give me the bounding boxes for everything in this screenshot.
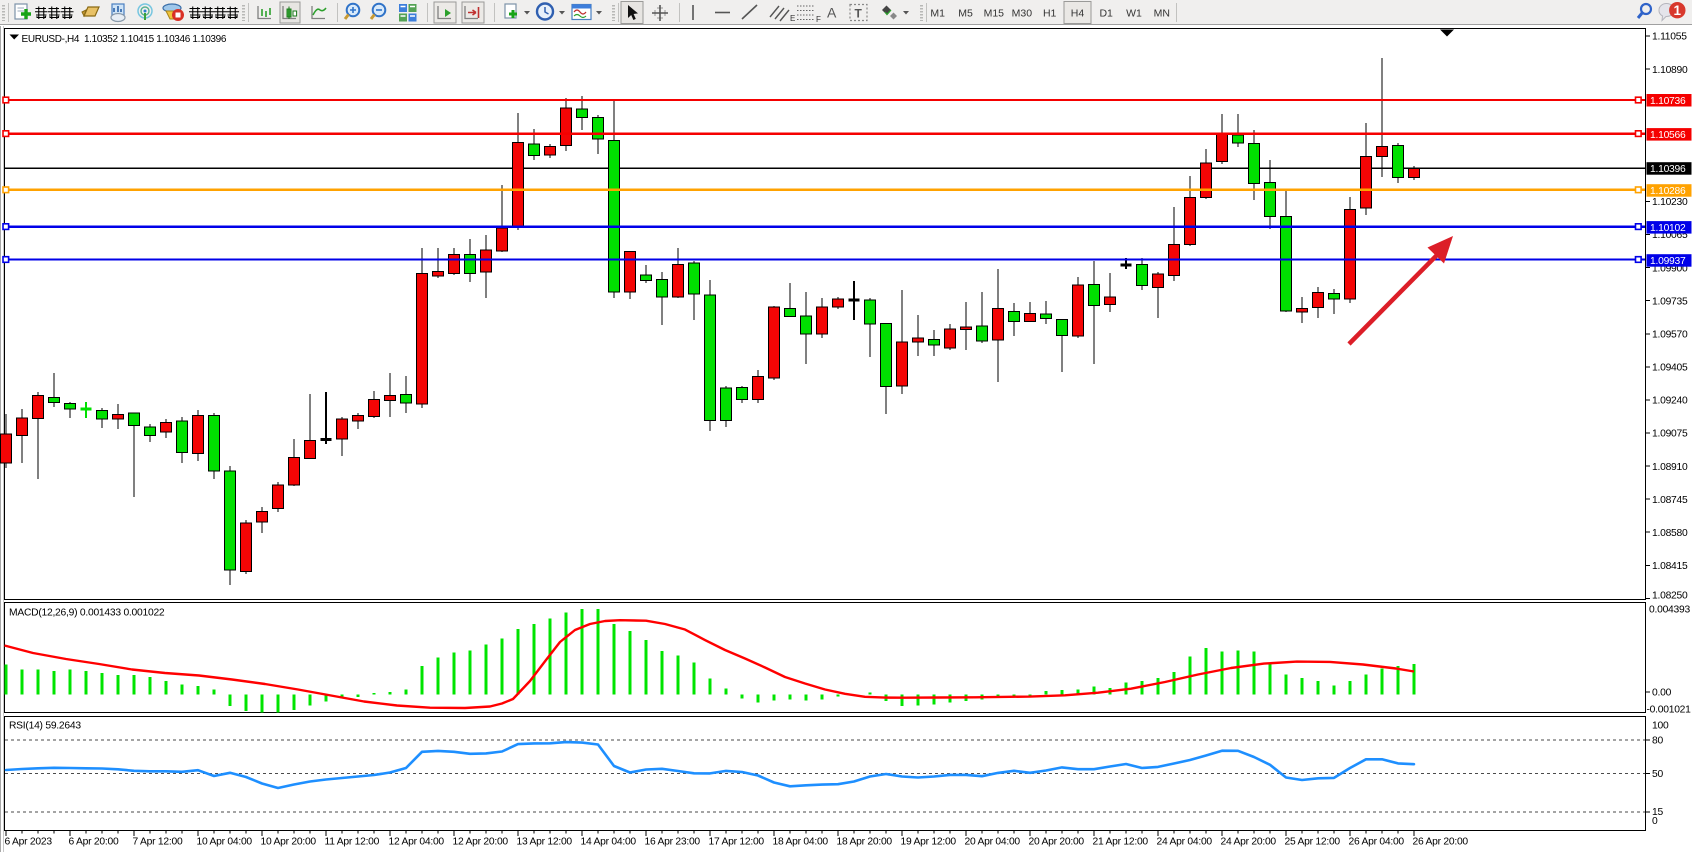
- svg-text:1.09900: 1.09900: [1652, 263, 1688, 274]
- svg-text:-0.001021: -0.001021: [1647, 705, 1692, 716]
- svg-text:1.09240: 1.09240: [1652, 396, 1688, 407]
- svg-text:H1: H1: [1043, 8, 1057, 20]
- svg-text:17 Apr 12:00: 17 Apr 12:00: [709, 837, 765, 848]
- svg-text:1.10566: 1.10566: [1650, 130, 1686, 141]
- svg-text:1.08910: 1.08910: [1652, 462, 1688, 473]
- svg-text:14 Apr 04:00: 14 Apr 04:00: [581, 837, 637, 848]
- svg-text:1.10286: 1.10286: [1650, 186, 1686, 197]
- svg-text:13 Apr 12:00: 13 Apr 12:00: [517, 837, 573, 848]
- svg-text:10 Apr 04:00: 10 Apr 04:00: [197, 837, 253, 848]
- svg-text:M1: M1: [930, 8, 945, 20]
- svg-text:W1: W1: [1126, 8, 1142, 20]
- svg-text:12 Apr 04:00: 12 Apr 04:00: [389, 837, 445, 848]
- svg-text:MN: MN: [1154, 8, 1170, 20]
- svg-text:1.08745: 1.08745: [1652, 495, 1688, 506]
- svg-text:H4: H4: [1071, 8, 1085, 20]
- svg-text:20 Apr 20:00: 20 Apr 20:00: [1029, 837, 1085, 848]
- svg-text:M30: M30: [1012, 8, 1033, 20]
- svg-text:0.00: 0.00: [1652, 688, 1672, 699]
- svg-text:1.08580: 1.08580: [1652, 528, 1688, 539]
- svg-text:18 Apr 04:00: 18 Apr 04:00: [773, 837, 829, 848]
- svg-text:1.10396: 1.10396: [1650, 164, 1686, 175]
- svg-text:6 Apr 20:00: 6 Apr 20:00: [69, 837, 119, 848]
- svg-text:RSI(14) 59.2643: RSI(14) 59.2643: [9, 721, 81, 732]
- svg-text:7 Apr 12:00: 7 Apr 12:00: [133, 837, 183, 848]
- svg-text:11 Apr 12:00: 11 Apr 12:00: [325, 837, 380, 848]
- svg-text:0: 0: [1652, 816, 1658, 827]
- svg-text:EURUSD-,H4 1.10352 1.10415 1.: EURUSD-,H4 1.10352 1.10415 1.10346 1.103…: [22, 34, 227, 45]
- svg-text:E: E: [790, 14, 795, 23]
- svg-text:M15: M15: [984, 8, 1005, 20]
- svg-text:T: T: [855, 7, 863, 21]
- svg-text:10 Apr 20:00: 10 Apr 20:00: [261, 837, 317, 848]
- svg-text:24 Apr 04:00: 24 Apr 04:00: [1157, 837, 1213, 848]
- svg-text:1.09570: 1.09570: [1652, 330, 1688, 341]
- svg-text:1.08415: 1.08415: [1652, 561, 1688, 572]
- svg-text:18 Apr 20:00: 18 Apr 20:00: [837, 837, 893, 848]
- svg-text:21 Apr 12:00: 21 Apr 12:00: [1093, 837, 1149, 848]
- svg-text:1.09735: 1.09735: [1652, 296, 1688, 307]
- svg-text:20 Apr 04:00: 20 Apr 04:00: [965, 837, 1021, 848]
- svg-text:25 Apr 12:00: 25 Apr 12:00: [1285, 837, 1341, 848]
- svg-text:1.11055: 1.11055: [1652, 32, 1687, 43]
- svg-text:26 Apr 04:00: 26 Apr 04:00: [1349, 837, 1405, 848]
- svg-text:100: 100: [1652, 721, 1669, 732]
- svg-text:80: 80: [1652, 736, 1663, 747]
- svg-text:A: A: [827, 5, 837, 21]
- svg-text:26 Apr 20:00: 26 Apr 20:00: [1413, 837, 1469, 848]
- svg-text:1.10102: 1.10102: [1650, 223, 1686, 234]
- svg-text:12 Apr 20:00: 12 Apr 20:00: [453, 837, 509, 848]
- svg-text:1.10230: 1.10230: [1652, 197, 1688, 208]
- svg-text:1.10890: 1.10890: [1652, 65, 1688, 76]
- svg-text:1.09405: 1.09405: [1652, 363, 1688, 374]
- svg-text:M5: M5: [958, 8, 973, 20]
- svg-text:F: F: [816, 15, 821, 24]
- svg-text:6 Apr 2023: 6 Apr 2023: [5, 837, 53, 848]
- svg-text:1.09937: 1.09937: [1650, 256, 1686, 267]
- svg-text:1: 1: [1674, 3, 1682, 18]
- svg-text:1.09075: 1.09075: [1652, 429, 1688, 440]
- svg-text:1.10065: 1.10065: [1652, 230, 1688, 241]
- svg-text:24 Apr 20:00: 24 Apr 20:00: [1221, 837, 1277, 848]
- svg-text:1.10736: 1.10736: [1650, 96, 1686, 107]
- svg-text:15: 15: [1652, 807, 1663, 818]
- svg-text:D1: D1: [1099, 8, 1113, 20]
- svg-text:MACD(12,26,9) 0.001433 0.00102: MACD(12,26,9) 0.001433 0.001022: [9, 608, 165, 619]
- svg-text:19 Apr 12:00: 19 Apr 12:00: [901, 837, 957, 848]
- svg-text:16 Apr 23:00: 16 Apr 23:00: [645, 837, 701, 848]
- svg-text:50: 50: [1652, 769, 1663, 780]
- svg-text:1.08250: 1.08250: [1652, 591, 1688, 602]
- svg-text:0.004393: 0.004393: [1649, 605, 1690, 616]
